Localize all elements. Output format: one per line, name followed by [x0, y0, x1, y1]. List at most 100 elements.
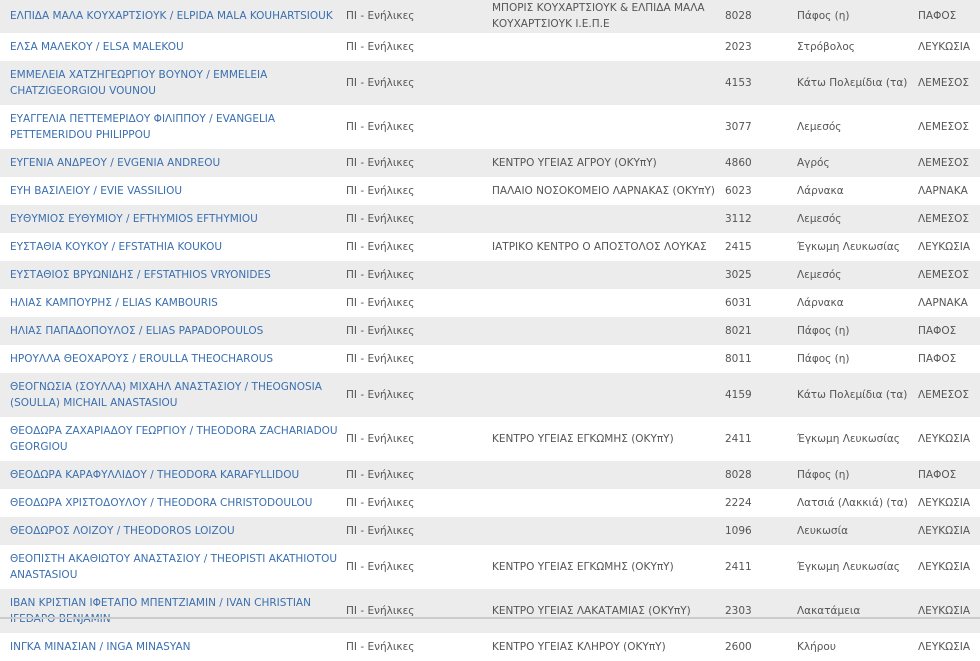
- doctor-name-link[interactable]: ΕΥΘΥΜΙΟΣ ΕΥΘΥΜΙΟΥ / EFTHYMIOS EFTHYMIOU: [10, 213, 258, 225]
- doctor-name-link[interactable]: ΘΕΟΓΝΩΣΙΑ (ΣΟΥΛΛΑ) ΜΙΧΑΗΛ ΑΝΑΣΤΑΣΙΟΥ / T…: [10, 381, 322, 409]
- category-column: ΠΙ - Ενήλικες: [346, 373, 492, 417]
- postal-code-cell: 2023: [725, 41, 752, 53]
- postal-code-cell: 4860: [725, 157, 752, 169]
- category-cell: ΠΙ - Ενήλικες: [346, 41, 415, 53]
- facility-cell: ΚΕΝΤΡΟ ΥΓΕΙΑΣ ΕΓΚΩΜΗΣ (ΟΚΥπΥ): [492, 561, 674, 573]
- facility-cell: ΚΕΝΤΡΟ ΥΓΕΙΑΣ ΛΑΚΑΤΑΜΙΑΣ (ΟΚΥπΥ): [492, 605, 691, 617]
- doctor-name-link[interactable]: ΘΕΟΔΩΡΑ ΚΑΡΑΦΥΛΛΙΔΟΥ / THEODORA KARAFYLL…: [10, 469, 300, 481]
- facility-column: [492, 345, 725, 373]
- city-column: Έγκωμη Λευκωσίας: [797, 233, 918, 261]
- name-column: ΕΛΣΑ ΜΑΛΕΚΟΥ / ELSA MALEKOU: [0, 33, 346, 61]
- city-cell: Λάρνακα: [797, 185, 844, 197]
- city-cell: Πάφος (η): [797, 10, 850, 22]
- name-column: ΕΥΘΥΜΙΟΣ ΕΥΘΥΜΙΟΥ / EFTHYMIOS EFTHYMIOU: [0, 205, 346, 233]
- category-column: ΠΙ - Ενήλικες: [346, 233, 492, 261]
- doctor-name-link[interactable]: ΘΕΟΔΩΡΑ ΖΑΧΑΡΙΑΔΟΥ ΓΕΩΡΓΙΟΥ / THEODORA Z…: [10, 425, 338, 453]
- district-cell: ΛΕΜΕΣΟΣ: [918, 213, 970, 225]
- category-column: ΠΙ - Ενήλικες: [346, 33, 492, 61]
- doctor-name-link[interactable]: ΘΕΟΔΩΡΑ ΧΡΙΣΤΟΔΟΥΛΟΥ / THEODORA CHRISTOD…: [10, 497, 313, 509]
- name-column: ΕΥΣΤΑΘΙΟΣ ΒΡΥΩΝΙΔΗΣ / EFSTATHIOS VRYONID…: [0, 261, 346, 289]
- category-cell: ΠΙ - Ενήλικες: [346, 389, 415, 401]
- code-column: 8021: [725, 317, 797, 345]
- district-column: ΛΕΜΕΣΟΣ: [918, 373, 980, 417]
- doctor-name-link[interactable]: ΗΛΙΑΣ ΚΑΜΠΟΥΡΗΣ / ELIAS KAMBOURIS: [10, 297, 218, 309]
- postal-code-cell: 4153: [725, 77, 752, 89]
- city-column: Λεμεσός: [797, 205, 918, 233]
- doctor-name-link[interactable]: ΘΕΟΔΩΡΟΣ ΛΟΙΖΟΥ / THEODOROS LOIZOU: [10, 525, 235, 537]
- category-cell: ΠΙ - Ενήλικες: [346, 469, 415, 481]
- doctor-name-link[interactable]: ΗΡΟΥΛΛΑ ΘΕΟΧΑΡΟΥΣ / EROULLA THEOCHAROUS: [10, 353, 274, 365]
- name-column: ΘΕΟΓΝΩΣΙΑ (ΣΟΥΛΛΑ) ΜΙΧΑΗΛ ΑΝΑΣΤΑΣΙΟΥ / T…: [0, 373, 346, 417]
- city-column: Λάρνακα: [797, 177, 918, 205]
- facility-column: [492, 517, 725, 545]
- facility-cell: ΜΠΟΡΙΣ ΚΟΥΧΑΡΤΣΙΟΥΚ & ΕΛΠΙΔΑ ΜΑΛΑ ΚΟΥΧΑΡ…: [492, 2, 705, 30]
- district-column: ΠΑΦΟΣ: [918, 345, 980, 373]
- name-column: ΗΡΟΥΛΛΑ ΘΕΟΧΑΡΟΥΣ / EROULLA THEOCHAROUS: [0, 345, 346, 373]
- district-column: ΛΕΜΕΣΟΣ: [918, 205, 980, 233]
- doctor-name-link[interactable]: ΕΥΑΓΓΕΛΙΑ ΠΕΤΤΕΜΕΡΙΔΟΥ ΦΙΛΙΠΠΟΥ / EVANGE…: [10, 113, 276, 141]
- city-column: Λεμεσός: [797, 105, 918, 149]
- facility-column: ΠΑΛΑΙΟ ΝΟΣΟΚΟΜΕΙΟ ΛΑΡΝΑΚΑΣ (ΟΚΥπΥ): [492, 177, 725, 205]
- code-column: 1096: [725, 517, 797, 545]
- doctor-name-link[interactable]: ΕΥΣΤΑΘΙΟΣ ΒΡΥΩΝΙΔΗΣ / EFSTATHIOS VRYONID…: [10, 269, 271, 281]
- category-cell: ΠΙ - Ενήλικες: [346, 297, 415, 309]
- facility-column: [492, 33, 725, 61]
- city-column: Στρόβολος: [797, 33, 918, 61]
- postal-code-cell: 2411: [725, 433, 752, 445]
- city-column: Πάφος (η): [797, 0, 918, 33]
- doctor-name-link[interactable]: ΙΝΓΚΑ ΜΙΝΑΣΙΑΝ / INGA MINASYAN: [10, 641, 191, 653]
- category-cell: ΠΙ - Ενήλικες: [346, 325, 415, 337]
- postal-code-cell: 2224: [725, 497, 752, 509]
- table-row: ΕΥΗ ΒΑΣΙΛΕΙΟΥ / EVIE VASSILIOU ΠΙ - Ενήλι…: [0, 177, 980, 205]
- doctor-name-link[interactable]: ΕΛΣΑ ΜΑΛΕΚΟΥ / ELSA MALEKOU: [10, 41, 184, 53]
- category-cell: ΠΙ - Ενήλικες: [346, 10, 415, 22]
- district-cell: ΛΕΥΚΩΣΙΑ: [918, 605, 971, 617]
- district-cell: ΠΑΦΟΣ: [918, 469, 957, 481]
- doctor-name-link[interactable]: ΕΜΜΕΛΕΙΑ ΧΑΤΖΗΓΕΩΡΓΙΟΥ ΒΟΥΝΟΥ / EMMELEIA…: [10, 69, 268, 97]
- facility-cell: ΚΕΝΤΡΟ ΥΓΕΙΑΣ ΑΓΡΟΥ (ΟΚΥπΥ): [492, 157, 657, 169]
- district-column: ΠΑΦΟΣ: [918, 0, 980, 33]
- doctor-name-link[interactable]: ΕΛΠΙΔΑ ΜΑΛΑ ΚΟΥΧΑΡΤΣΙΟΥΚ / ELPIDA MALA K…: [10, 10, 333, 22]
- postal-code-cell: 8028: [725, 10, 752, 22]
- city-column: Αγρός: [797, 149, 918, 177]
- city-cell: Κάτω Πολεμίδια (τα): [797, 389, 908, 401]
- postal-code-cell: 3112: [725, 213, 752, 225]
- district-column: ΛΕΜΕΣΟΣ: [918, 105, 980, 149]
- table-row: ΗΛΙΑΣ ΚΑΜΠΟΥΡΗΣ / ELIAS KAMBOURIS ΠΙ - Εν…: [0, 289, 980, 317]
- category-column: ΠΙ - Ενήλικες: [346, 105, 492, 149]
- doctor-name-link[interactable]: ΕΥΓΕΝΙΑ ΑΝΔΡΕΟΥ / EVGENIA ANDREOU: [10, 157, 221, 169]
- code-column: 8028: [725, 0, 797, 33]
- category-column: ΠΙ - Ενήλικες: [346, 417, 492, 461]
- facility-column: [492, 317, 725, 345]
- postal-code-cell: 8011: [725, 353, 752, 365]
- code-column: 4860: [725, 149, 797, 177]
- category-column: ΠΙ - Ενήλικες: [346, 545, 492, 589]
- doctor-name-link[interactable]: ΕΥΗ ΒΑΣΙΛΕΙΟΥ / EVIE VASSILIOU: [10, 185, 183, 197]
- doctor-name-link[interactable]: ΘΕΟΠΙΣΤΗ ΑΚΑΘΙΩΤΟΥ ΑΝΑΣΤΑΣΙΟΥ / THEOPIST…: [10, 553, 338, 581]
- category-column: ΠΙ - Ενήλικες: [346, 633, 492, 661]
- district-column: ΛΕΥΚΩΣΙΑ: [918, 33, 980, 61]
- district-cell: ΛΕΥΚΩΣΙΑ: [918, 241, 971, 253]
- doctor-name-link[interactable]: ΙΒΑΝ ΚΡΙΣΤΙΑΝ ΙΦΕΤΑΠΟ ΜΠΕΝΤΖΙΑΜΙΝ / IVAN…: [10, 597, 311, 625]
- name-column: ΕΥΑΓΓΕΛΙΑ ΠΕΤΤΕΜΕΡΙΔΟΥ ΦΙΛΙΠΠΟΥ / EVANGE…: [0, 105, 346, 149]
- district-cell: ΛΕΥΚΩΣΙΑ: [918, 41, 971, 53]
- category-column: ΠΙ - Ενήλικες: [346, 0, 492, 33]
- category-cell: ΠΙ - Ενήλικες: [346, 497, 415, 509]
- district-column: ΛΕΥΚΩΣΙΑ: [918, 545, 980, 589]
- district-cell: ΛΑΡΝΑΚΑ: [918, 297, 968, 309]
- district-column: ΛΕΜΕΣΟΣ: [918, 149, 980, 177]
- city-column: Πάφος (η): [797, 345, 918, 373]
- city-column: Κάτω Πολεμίδια (τα): [797, 61, 918, 105]
- doctor-name-link[interactable]: ΗΛΙΑΣ ΠΑΠΑΔΟΠΟΥΛΟΣ / ELIAS PAPADOPOULOS: [10, 325, 264, 337]
- category-cell: ΠΙ - Ενήλικες: [346, 561, 415, 573]
- name-column: ΙΒΑΝ ΚΡΙΣΤΙΑΝ ΙΦΕΤΑΠΟ ΜΠΕΝΤΖΙΑΜΙΝ / IVAN…: [0, 589, 346, 633]
- category-cell: ΠΙ - Ενήλικες: [346, 185, 415, 197]
- category-column: ΠΙ - Ενήλικες: [346, 177, 492, 205]
- city-column: Λάρνακα: [797, 289, 918, 317]
- district-cell: ΛΕΜΕΣΟΣ: [918, 389, 970, 401]
- district-column: ΛΕΥΚΩΣΙΑ: [918, 589, 980, 633]
- city-cell: Πάφος (η): [797, 353, 850, 365]
- postal-code-cell: 8028: [725, 469, 752, 481]
- category-cell: ΠΙ - Ενήλικες: [346, 121, 415, 133]
- doctor-name-link[interactable]: ΕΥΣΤΑΘΙΑ ΚΟΥΚΟΥ / EFSTATHIA KOUKOU: [10, 241, 223, 253]
